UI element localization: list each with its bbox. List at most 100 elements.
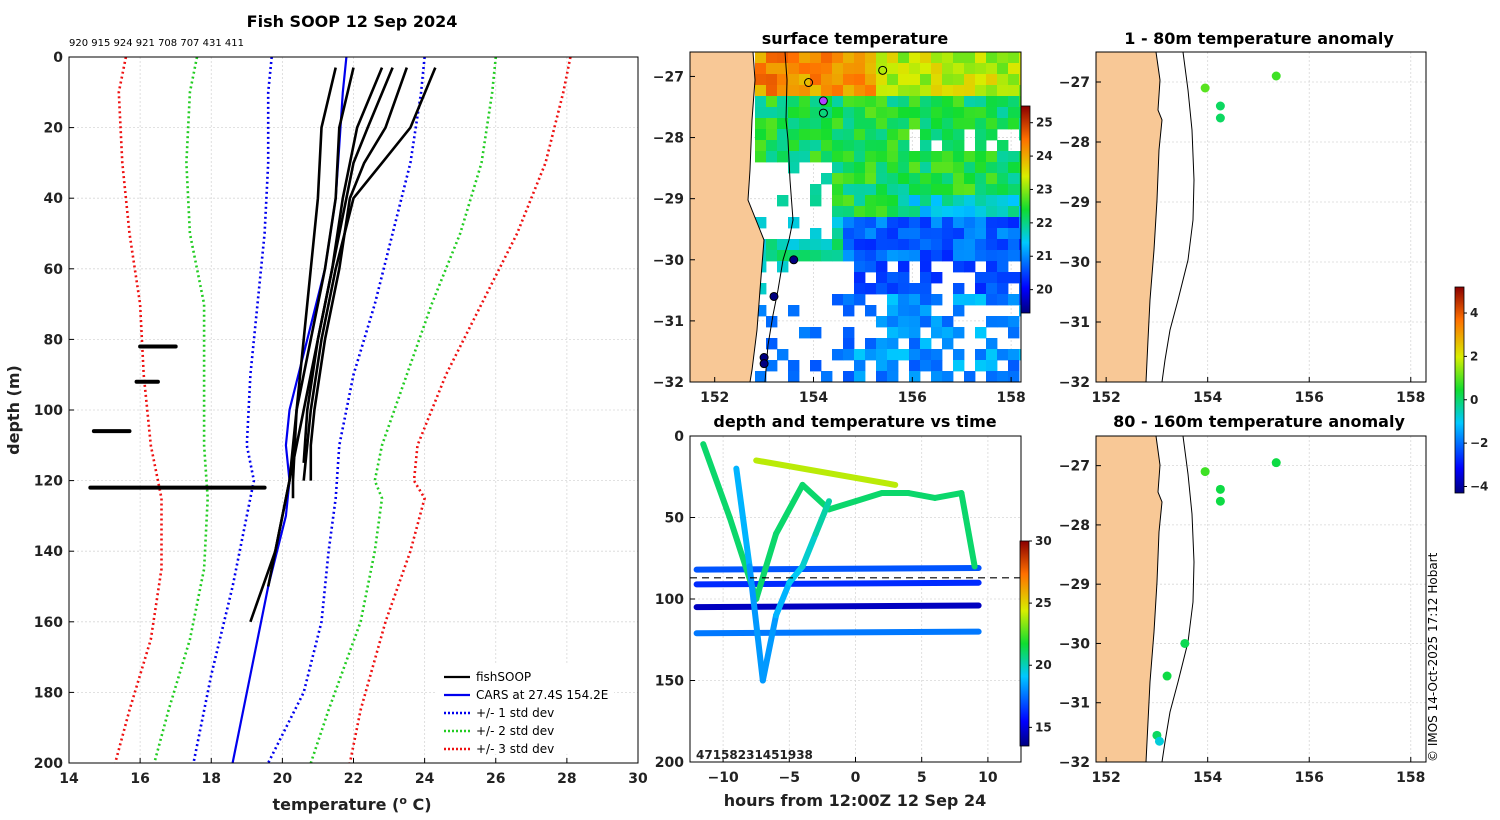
sst-cell bbox=[909, 338, 921, 350]
sst-cell bbox=[953, 162, 965, 174]
x-tick-label: 5 bbox=[917, 770, 927, 786]
sst-cell bbox=[766, 151, 778, 163]
sst-cell bbox=[843, 74, 855, 86]
sst-cell bbox=[865, 140, 877, 152]
sst-cell bbox=[810, 74, 822, 86]
sst-cell bbox=[755, 74, 767, 86]
sst-cell bbox=[799, 96, 811, 108]
sst-cell bbox=[832, 294, 844, 306]
sst-cell bbox=[832, 63, 844, 75]
x-tick-label: 14 bbox=[59, 771, 79, 787]
sst-cell bbox=[1008, 151, 1020, 163]
sst-cell bbox=[1019, 206, 1021, 218]
anomaly-point bbox=[1215, 496, 1225, 506]
x-tick-label: 156 bbox=[1295, 770, 1324, 786]
sst-station-marker bbox=[878, 65, 888, 75]
sst-cell bbox=[832, 217, 844, 229]
sst-cell bbox=[909, 250, 921, 262]
sst-cell bbox=[876, 85, 888, 97]
x-tick-label: 152 bbox=[700, 390, 729, 406]
sst-cell bbox=[865, 338, 877, 350]
sst-cell bbox=[997, 151, 1009, 163]
sst-cell bbox=[931, 349, 943, 361]
sst-cell bbox=[953, 85, 965, 97]
anomaly-point bbox=[1200, 83, 1210, 93]
sst-cell bbox=[942, 96, 954, 108]
sst-cell bbox=[997, 74, 1009, 86]
sst-cell bbox=[832, 129, 844, 141]
sst-cell bbox=[865, 129, 877, 141]
sst-cell bbox=[865, 349, 877, 361]
y-tick-label: −29 bbox=[1059, 577, 1090, 593]
sst-cell bbox=[854, 206, 866, 218]
sst-cell bbox=[865, 85, 877, 97]
sst-cell bbox=[975, 52, 987, 64]
sst-cell bbox=[887, 184, 899, 196]
sst-station-marker bbox=[769, 291, 779, 301]
sst-cell bbox=[832, 184, 844, 196]
sst-cell bbox=[832, 74, 844, 86]
sst-cell bbox=[766, 52, 778, 64]
sst-cell bbox=[920, 140, 932, 152]
sst-cell bbox=[953, 360, 965, 372]
sst-cell bbox=[942, 74, 954, 86]
sst-cell bbox=[997, 173, 1009, 185]
sst-cell bbox=[810, 107, 822, 119]
sst-cell bbox=[843, 118, 855, 130]
sst-cell bbox=[909, 195, 921, 207]
sst-cell bbox=[854, 261, 866, 273]
sst-cell bbox=[865, 305, 877, 317]
sst-cell bbox=[777, 118, 789, 130]
sst-cell bbox=[1008, 239, 1020, 251]
sst-cell bbox=[953, 52, 965, 64]
sst-cell bbox=[964, 151, 976, 163]
sst-cell bbox=[843, 338, 855, 350]
sst-cell bbox=[953, 96, 965, 108]
sst-cell bbox=[964, 118, 976, 130]
y-tick-label: 200 bbox=[655, 755, 684, 771]
colorbar-tick-label: 21 bbox=[1036, 249, 1053, 263]
sst-cell bbox=[909, 184, 921, 196]
depth-time-track-segment bbox=[826, 498, 859, 513]
sst-cell bbox=[821, 239, 833, 251]
sst-cell bbox=[777, 250, 789, 262]
y-tick-label: 50 bbox=[665, 511, 685, 527]
sst-cell bbox=[964, 184, 976, 196]
y-tick-label: −32 bbox=[1059, 755, 1090, 771]
sst-cell bbox=[1019, 107, 1021, 119]
sst-cell bbox=[821, 371, 833, 382]
colorbar-tick-label: 0 bbox=[1470, 393, 1478, 407]
sst-cell bbox=[942, 217, 954, 229]
sst-cell bbox=[898, 316, 910, 328]
anomaly-point bbox=[1200, 467, 1210, 477]
sst-cell bbox=[843, 184, 855, 196]
sst-cell bbox=[887, 85, 899, 97]
sst-cell bbox=[909, 360, 921, 372]
sst-cell bbox=[887, 250, 899, 262]
sst-cell bbox=[876, 63, 888, 75]
sst-cell bbox=[1019, 74, 1021, 86]
sst-station-marker bbox=[818, 96, 828, 106]
anomaly-point bbox=[1271, 458, 1281, 468]
profile-id-labels: 920 915 924 921 708 707 431 411 bbox=[69, 38, 244, 49]
sst-cell bbox=[865, 217, 877, 229]
sst-cell bbox=[876, 360, 888, 372]
profile-series bbox=[88, 57, 572, 763]
depth-time-track-segment bbox=[958, 490, 978, 570]
sst-cell bbox=[1008, 63, 1020, 75]
fishsoop-profile bbox=[302, 67, 394, 463]
sst-cell bbox=[887, 316, 899, 328]
y-tick-label: −32 bbox=[653, 375, 684, 391]
sst-cell bbox=[909, 294, 921, 306]
sst-cell bbox=[832, 250, 844, 262]
x-tick-label: −5 bbox=[779, 770, 800, 786]
sst-cell bbox=[810, 228, 822, 240]
sst-cell bbox=[920, 305, 932, 317]
x-tick-label: 24 bbox=[415, 771, 435, 787]
colorbar-tick-label: 30 bbox=[1035, 534, 1052, 548]
sst-cell bbox=[777, 52, 789, 64]
sst-cell bbox=[931, 52, 943, 64]
anom-deep-contour bbox=[1161, 436, 1195, 762]
sst-cell bbox=[788, 129, 800, 141]
sst-cell bbox=[854, 85, 866, 97]
